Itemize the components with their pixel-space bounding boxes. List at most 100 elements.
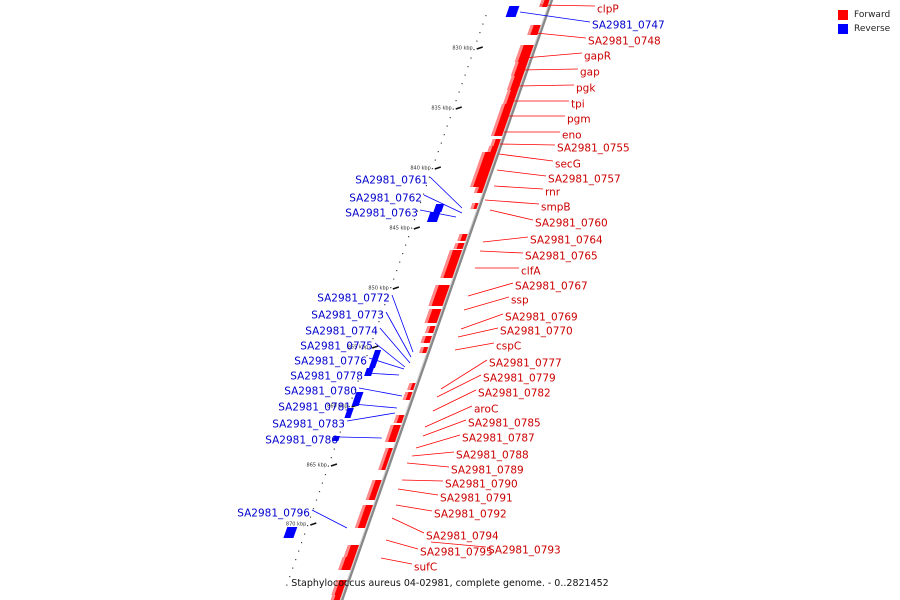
kbp-tick-mark	[476, 46, 483, 50]
reverse-gene-label: SA2981_0781	[278, 402, 351, 414]
genome-backbone	[340, 0, 554, 600]
forward-label-leader	[454, 342, 495, 351]
tick-dot	[301, 542, 303, 544]
reverse-gene-label: SA2981_0778	[290, 371, 363, 383]
legend-reverse: Reverse	[838, 22, 890, 36]
forward-gene-label: SA2981_0764	[530, 235, 603, 247]
tick-dot	[378, 321, 380, 323]
tick-dot	[419, 202, 422, 204]
forward-label-leader	[484, 199, 540, 205]
kbp-tick-mark	[413, 226, 421, 230]
tick-dot	[318, 491, 321, 493]
forward-gene-label: SA2981_0767	[515, 281, 588, 293]
reverse-label-leader	[429, 176, 463, 209]
forward-gene-shade	[440, 250, 454, 278]
forward-label-leader	[496, 169, 547, 177]
tick-dot	[416, 210, 419, 212]
tick-dot	[357, 380, 359, 382]
forward-gene-arrow	[330, 595, 342, 600]
tick-dot	[315, 499, 318, 501]
reverse-label-leader	[519, 11, 591, 23]
forward-swatch	[838, 10, 848, 20]
tick-dot	[437, 151, 439, 153]
tick-dot	[312, 508, 315, 510]
forward-gene-label: SA2981_0765	[525, 251, 598, 263]
tick-dot	[387, 295, 389, 297]
legend-forward: Forward	[838, 8, 890, 22]
tick-dot	[381, 312, 383, 314]
forward-gene-label: SA2981_0757	[548, 174, 621, 186]
legend-reverse-label: Reverse	[854, 24, 891, 34]
forward-label-leader	[401, 479, 444, 482]
forward-gene-label: SA2981_0782	[478, 388, 551, 400]
reverse-label-leader	[379, 327, 411, 364]
tick-dot	[369, 346, 371, 348]
forward-gene-shade	[331, 580, 340, 595]
forward-gene-label: clpP	[597, 4, 619, 16]
forward-gene-label: SA2981_0755	[557, 143, 630, 155]
reverse-label-leader	[423, 194, 463, 214]
forward-label-leader	[535, 32, 587, 39]
tick-dot	[342, 423, 344, 425]
forward-label-leader	[436, 374, 482, 398]
forward-gene-label: SA2981_0793	[488, 545, 561, 557]
tick-dot	[304, 533, 306, 535]
forward-gene-label: rnr	[545, 187, 561, 199]
tick-dot	[324, 474, 326, 476]
reverse-gene-arrow	[368, 362, 377, 368]
tick-dot	[390, 287, 392, 289]
reverse-gene-label: SA2981_0774	[305, 326, 378, 338]
reverse-gene-label: SA2981_0773	[311, 310, 384, 322]
tick-dot	[333, 448, 335, 450]
forward-label-leader	[467, 282, 514, 297]
forward-gene-shade	[490, 139, 496, 146]
tick-dot	[464, 74, 466, 76]
forward-label-leader	[440, 359, 488, 390]
reverse-label-leader	[311, 509, 348, 529]
forward-gene-shade	[420, 336, 426, 343]
forward-gene-shade	[385, 425, 394, 442]
forward-gene-shade	[419, 347, 425, 353]
reverse-gene-label: SA2981_0762	[349, 193, 422, 205]
tick-dot	[431, 168, 433, 170]
forward-gene-shade	[453, 243, 459, 249]
tick-dot	[413, 219, 416, 221]
tick-dot	[366, 355, 368, 357]
forward-gene-label: SA2981_0791	[440, 493, 513, 505]
forward-gene-shade	[424, 309, 433, 323]
kbp-tick-label: 830 kbp	[452, 46, 472, 52]
reverse-label-leader	[385, 311, 412, 358]
forward-gene-shade	[369, 480, 376, 490]
forward-label-leader	[385, 539, 419, 550]
forward-gene-label: smpB	[541, 202, 571, 214]
tick-dot	[339, 431, 341, 433]
kbp-tick-mark	[310, 522, 317, 526]
forward-gene-label: SA2981_0787	[462, 433, 535, 445]
tick-dot	[372, 338, 374, 340]
reverse-gene-arrow	[283, 527, 298, 538]
forward-gene-arrow	[440, 250, 463, 278]
forward-gene-label: SA2981_0794	[426, 531, 499, 543]
reverse-gene-arrow	[373, 350, 382, 356]
kbp-tick-mark	[330, 463, 338, 467]
forward-label-leader	[432, 389, 477, 412]
tick-dot	[363, 363, 365, 365]
forward-label-leader	[489, 209, 534, 221]
tick-dot	[393, 278, 395, 280]
forward-gene-shade	[428, 285, 439, 306]
tick-dot	[286, 584, 288, 586]
forward-gene-label: SA2981_0795	[420, 547, 493, 559]
tick-dot	[402, 253, 404, 255]
tick-dot	[467, 66, 469, 68]
tick-dot	[455, 100, 457, 102]
forward-gene-label: tpi	[571, 99, 585, 111]
forward-label-leader	[523, 52, 583, 59]
forward-gene-label: SA2981_0770	[500, 326, 573, 338]
tick-dot	[482, 23, 484, 25]
kbp-tick-label: 845 kbp	[389, 226, 409, 232]
reverse-gene-arrow	[344, 413, 353, 418]
tick-dot	[434, 159, 436, 161]
forward-gene-shade	[383, 448, 389, 455]
tick-dot	[295, 559, 297, 561]
